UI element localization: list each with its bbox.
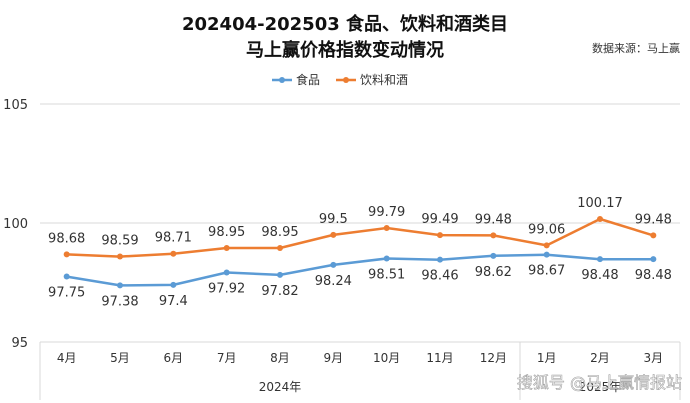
data-label: 98.67 [528, 264, 565, 279]
data-label: 98.48 [581, 268, 618, 283]
data-label: 97.4 [159, 294, 188, 309]
x-tick-label: 3月 [644, 351, 664, 365]
x-tick-label: 6月 [164, 351, 184, 365]
x-tick-label: 1月 [537, 351, 557, 365]
data-point [170, 250, 177, 257]
x-tick-label: 12月 [480, 351, 507, 365]
legend-label: 饮料和酒 [360, 73, 408, 87]
data-label: 98.48 [635, 268, 672, 283]
data-point [543, 242, 550, 249]
x-tick-label: 9月 [324, 351, 344, 365]
year-group-label: 2024年 [259, 380, 302, 394]
chart-title-line1: 202404-202503 食品、饮料和酒类目 [181, 14, 509, 35]
data-point [383, 224, 390, 231]
data-point [597, 215, 603, 222]
data-point [650, 256, 657, 263]
data-point [330, 261, 337, 268]
y-tick-label: 100 [3, 217, 28, 232]
x-tick-label: 11月 [426, 351, 453, 365]
data-point [277, 271, 283, 278]
data-label: 99.49 [421, 212, 458, 227]
data-label: 97.82 [261, 284, 298, 299]
chart-title-line2: 马上赢价格指数变动情况 [246, 40, 444, 61]
y-tick-label: 105 [3, 98, 28, 113]
data-point [543, 251, 550, 258]
data-point [650, 232, 657, 239]
data-label: 98.95 [261, 225, 298, 240]
x-tick-label: 5月 [110, 351, 130, 365]
data-label: 97.92 [208, 282, 245, 297]
data-point [490, 252, 497, 259]
data-point [437, 256, 443, 263]
data-label: 98.46 [421, 269, 458, 284]
data-label: 98.59 [101, 234, 138, 249]
x-tick-label: 4月 [57, 351, 77, 365]
x-tick-label: 8月 [270, 351, 290, 365]
data-point [223, 244, 230, 251]
legend-marker [343, 77, 349, 83]
data-point [437, 232, 443, 239]
data-point [490, 232, 497, 239]
year-group-label: 2025年 [579, 380, 622, 394]
data-source-note: 数据来源：马上赢 [592, 42, 680, 55]
data-point [63, 251, 70, 258]
series-line-drink [66, 217, 654, 258]
y-tick-label: 95 [11, 336, 28, 351]
data-label: 98.68 [48, 231, 85, 246]
data-label: 98.71 [155, 231, 192, 246]
data-label: 98.51 [368, 267, 405, 282]
data-point [383, 255, 390, 262]
data-point [223, 269, 230, 276]
legend-marker [279, 77, 285, 83]
data-label: 97.38 [101, 294, 138, 309]
x-tick-label: 10月 [373, 351, 400, 365]
data-label: 99.48 [475, 212, 512, 227]
data-label: 100.17 [577, 196, 623, 211]
series-line-food [66, 253, 654, 287]
x-tick-label: 7月 [217, 351, 237, 365]
data-point [597, 256, 603, 263]
data-label: 99.79 [368, 205, 405, 220]
data-point [330, 231, 337, 238]
data-label: 99.06 [528, 222, 565, 237]
data-label: 98.24 [315, 274, 352, 289]
data-label: 99.5 [319, 212, 348, 227]
watermark-text: 搜狐号 @马上赢情报站 [517, 373, 682, 392]
data-point [117, 253, 123, 260]
data-label: 98.62 [475, 265, 512, 280]
data-label: 98.95 [208, 225, 245, 240]
data-point [63, 273, 70, 280]
data-label: 97.75 [48, 286, 85, 301]
x-tick-label: 2月 [590, 351, 610, 365]
data-point [117, 282, 123, 289]
data-label: 99.48 [635, 212, 672, 227]
data-point [277, 244, 283, 251]
legend-label: 食品 [296, 72, 320, 87]
data-point [170, 281, 177, 288]
